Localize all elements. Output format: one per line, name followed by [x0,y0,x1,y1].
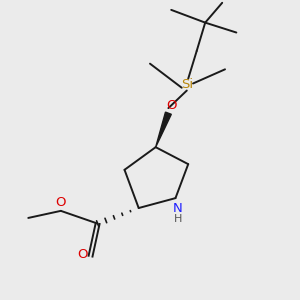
Text: Si: Si [181,78,193,92]
Text: O: O [77,248,87,261]
Text: N: N [173,202,183,215]
Text: O: O [166,99,176,112]
Text: H: H [174,214,182,224]
Polygon shape [156,112,171,147]
Text: O: O [56,196,66,209]
